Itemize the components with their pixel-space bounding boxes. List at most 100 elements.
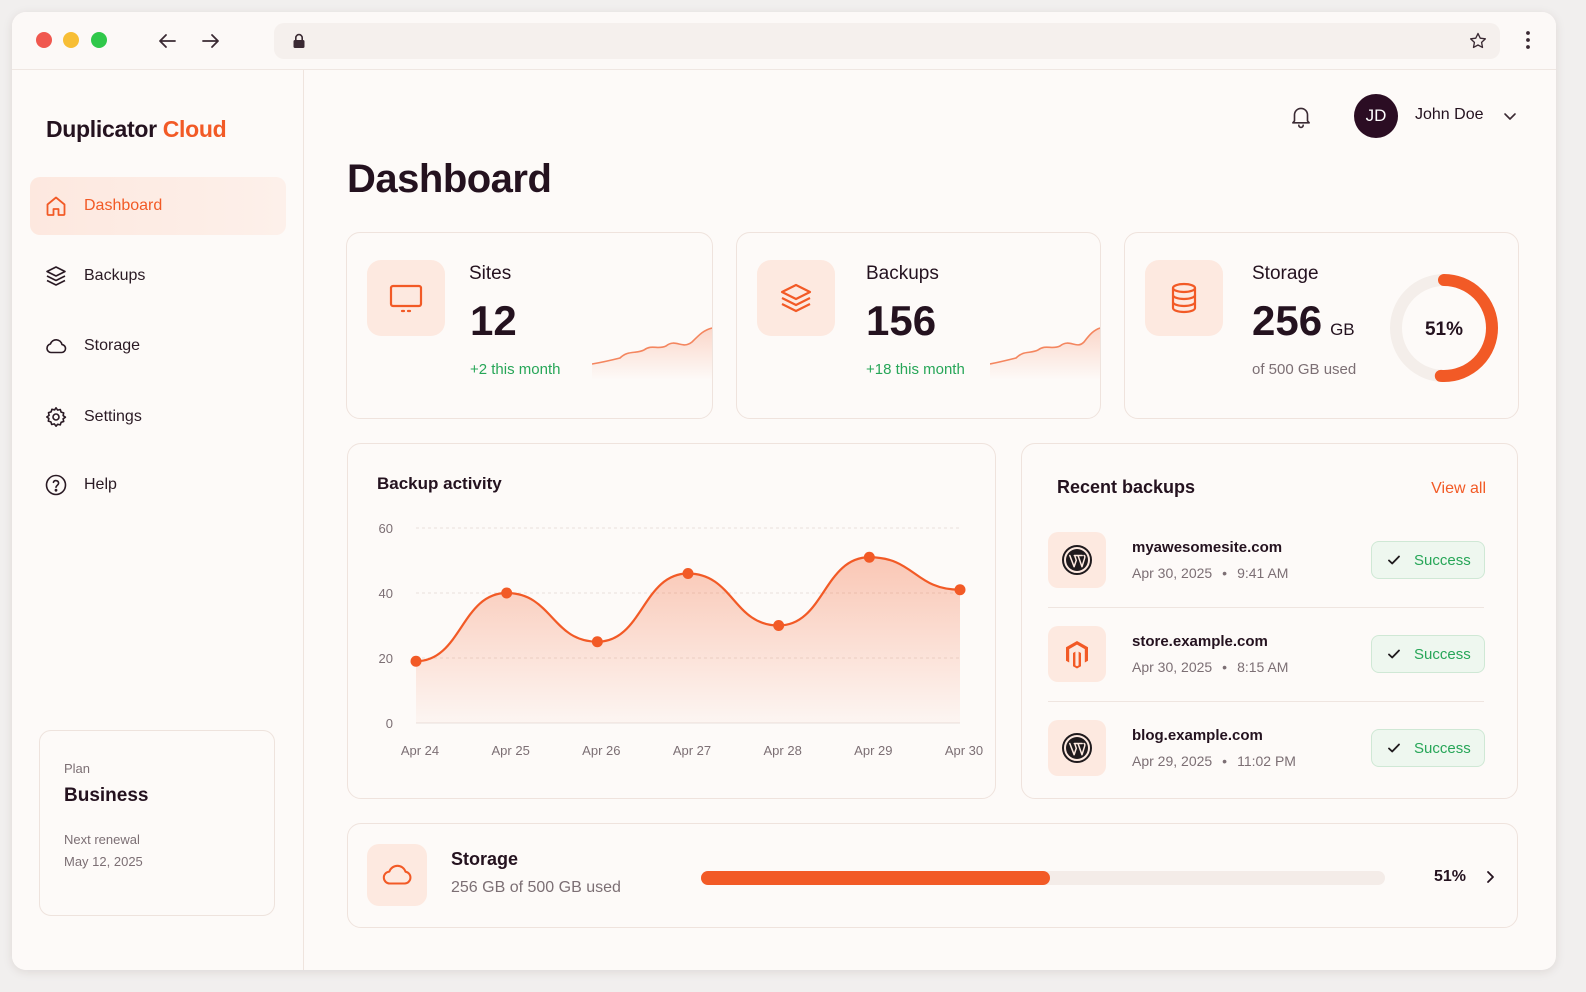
x-tick-label: Apr 28 [764, 743, 802, 758]
forward-arrow-icon[interactable] [199, 29, 223, 53]
monitor-icon [367, 260, 445, 336]
backup-site-name[interactable]: blog.example.com [1132, 727, 1263, 744]
maximize-window-button[interactable] [91, 32, 107, 48]
sidebar-item-settings[interactable]: Settings [30, 388, 286, 446]
renewal-date: May 12, 2025 [64, 854, 143, 869]
backup-time: 9:41 AM [1237, 565, 1289, 581]
address-bar[interactable] [274, 23, 1500, 59]
help-circle-icon [45, 474, 67, 496]
brand-suffix: Cloud [162, 116, 227, 142]
sidebar-item-storage[interactable]: Storage [30, 317, 286, 375]
brand-name: Duplicator [46, 116, 157, 142]
browser-toolbar [12, 12, 1556, 70]
y-tick-label: 40 [379, 586, 393, 601]
avatar[interactable]: JD [1354, 94, 1398, 138]
minimize-window-button[interactable] [63, 32, 79, 48]
chevron-right-icon[interactable] [1481, 868, 1499, 886]
close-window-button[interactable] [36, 32, 52, 48]
lock-icon [293, 33, 305, 48]
cloud-icon [367, 844, 427, 906]
renewal-label: Next renewal [64, 832, 140, 847]
backup-time: 11:02 PM [1237, 753, 1296, 769]
status-label: Success [1414, 551, 1471, 569]
storage-donut: 51% [1390, 274, 1498, 382]
storage-value: 256 GB [1252, 297, 1355, 345]
sidebar-item-backups[interactable]: Backups [30, 247, 286, 305]
chart-title: Backup activity [377, 474, 502, 493]
list-item[interactable]: store.example.com Apr 30, 2025 • 8:15 AM S… [1048, 608, 1485, 702]
plan-label: Plan [64, 761, 91, 776]
sites-stat-card[interactable]: Sites 12 +2 this month [346, 232, 713, 419]
sidebar: Duplicator Cloud Dashboard Backups Storag… [12, 70, 304, 970]
backup-site-name[interactable]: myawesomesite.com [1132, 539, 1283, 556]
backup-activity-card: Backup activity 0 20 40 60 Apr 24 Apr 25 Apr 2… [347, 443, 996, 799]
backup-site-name[interactable]: store.example.com [1132, 633, 1268, 650]
data-point [501, 587, 513, 599]
meta-separator: • [1222, 659, 1228, 675]
data-point [863, 551, 875, 563]
bell-icon[interactable] [1288, 103, 1314, 129]
brand-logo[interactable]: Duplicator Cloud [46, 116, 227, 143]
storage-progress-bar [701, 871, 1385, 885]
sidebar-item-dashboard[interactable]: Dashboard [30, 177, 286, 235]
storage-unit: GB [1330, 320, 1355, 339]
x-tick-label: Apr 24 [401, 743, 439, 758]
status-label: Success [1414, 739, 1471, 757]
back-arrow-icon[interactable] [155, 29, 179, 53]
storage-amount: 256 [1252, 297, 1323, 344]
status-badge: Success [1371, 635, 1485, 673]
layers-icon [46, 266, 66, 286]
data-point [773, 620, 785, 631]
sidebar-item-label: Dashboard [84, 197, 163, 214]
check-icon [1388, 555, 1400, 565]
storage-summary-card[interactable]: Storage 256 GB of 500 GB used 51% [347, 823, 1518, 928]
backup-activity-chart: 0 20 40 60 Apr 24 Apr 25 Apr 26 Apr 27 Apr 28 Apr… [379, 521, 984, 758]
status-label: Success [1414, 645, 1471, 663]
star-icon[interactable] [1468, 31, 1488, 51]
backup-date: Apr 30, 2025 [1132, 565, 1213, 581]
x-tick-label: Apr 29 [854, 743, 892, 758]
chevron-down-icon[interactable] [1500, 106, 1520, 126]
meta-separator: • [1222, 565, 1228, 581]
backup-time: 8:15 AM [1237, 659, 1289, 675]
magento-icon [1048, 626, 1106, 682]
backups-stat-card[interactable]: Backups 156 +18 this month [736, 232, 1101, 419]
view-all-link[interactable]: View all [1431, 480, 1486, 497]
backup-date: Apr 30, 2025 [1132, 659, 1213, 675]
status-badge: Success [1371, 541, 1485, 579]
x-tick-label: Apr 26 [582, 743, 620, 758]
y-tick-label: 0 [386, 716, 393, 731]
list-item[interactable]: myawesomesite.com Apr 30, 2025 • 9:41 AM S… [1048, 514, 1485, 608]
status-badge: Success [1371, 729, 1485, 767]
home-icon [46, 196, 66, 216]
check-icon [1388, 649, 1400, 659]
sidebar-item-label: Settings [84, 408, 142, 425]
sites-change: +2 this month [470, 361, 561, 378]
storage-percent: 51% [1425, 319, 1463, 340]
check-icon [1388, 743, 1400, 753]
layers-icon [757, 260, 835, 336]
meta-separator: • [1222, 753, 1228, 769]
plan-name: Business [64, 785, 149, 806]
backups-change: +18 this month [866, 361, 965, 378]
user-name[interactable]: John Doe [1415, 106, 1484, 123]
x-tick-label: Apr 30 [945, 743, 983, 758]
backup-timestamp: Apr 29, 2025 • 11:02 PM [1132, 753, 1296, 769]
list-item[interactable]: blog.example.com Apr 29, 2025 • 11:02 PM S… [1048, 702, 1485, 796]
sites-value: 12 [470, 297, 517, 344]
storage-summary-percent: 51% [1434, 868, 1467, 885]
storage-stat-card[interactable]: Storage 256 GB of 500 GB used 51% [1124, 232, 1519, 419]
wordpress-icon [1048, 532, 1106, 588]
storage-summary-title: Storage [451, 849, 519, 869]
data-point [591, 636, 603, 648]
cloud-icon [46, 338, 67, 354]
series-area [416, 557, 960, 723]
backups-value: 156 [866, 297, 937, 344]
more-vertical-icon[interactable] [1516, 28, 1540, 52]
sidebar-item-help[interactable]: Help [30, 456, 286, 514]
data-point [410, 655, 422, 667]
backup-timestamp: Apr 30, 2025 • 8:15 AM [1132, 659, 1288, 675]
database-icon [1145, 260, 1223, 336]
page-title: Dashboard [347, 157, 552, 201]
wordpress-icon [1048, 720, 1106, 776]
